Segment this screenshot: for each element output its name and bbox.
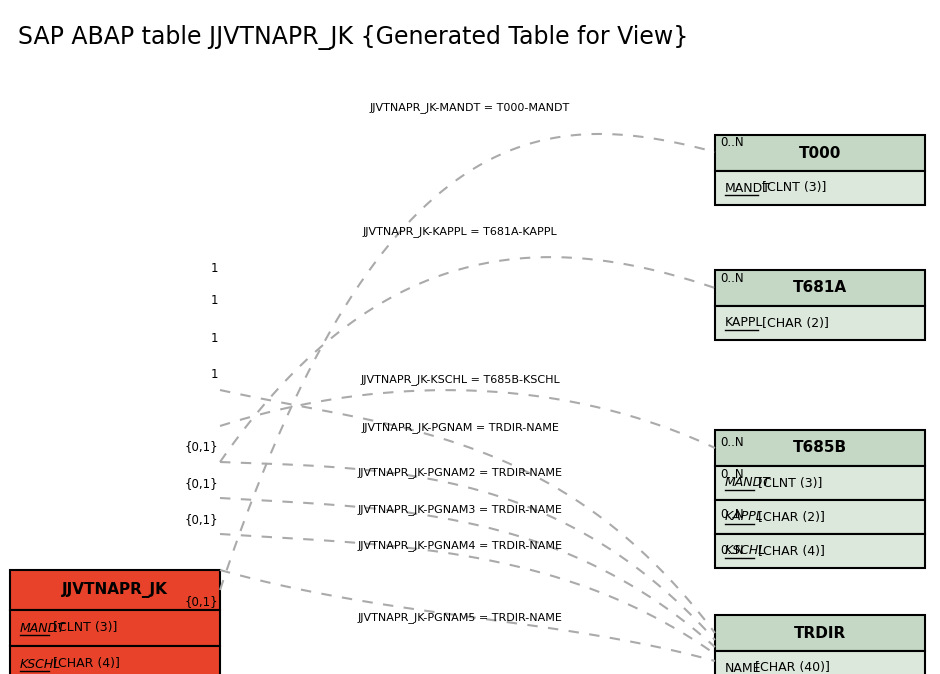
Text: 0..N: 0..N <box>720 545 744 557</box>
Bar <box>715 534 925 568</box>
Text: {0,1}: {0,1} <box>184 514 218 526</box>
Text: [CLNT (3)]: [CLNT (3)] <box>754 477 822 489</box>
Text: JJVTNAPR_JK: JJVTNAPR_JK <box>62 582 168 598</box>
Text: T685B: T685B <box>793 441 847 456</box>
Text: [CLNT (3)]: [CLNT (3)] <box>758 181 826 195</box>
Text: JJVTNAPR_JK-PGNAM = TRDIR-NAME: JJVTNAPR_JK-PGNAM = TRDIR-NAME <box>361 423 559 433</box>
Bar <box>10 610 220 646</box>
Text: JJVTNAPR_JK-MANDT = T000-MANDT: JJVTNAPR_JK-MANDT = T000-MANDT <box>369 102 571 113</box>
Text: [CHAR (2)]: [CHAR (2)] <box>754 510 825 524</box>
Text: JJVTNAPR_JK-PGNAM4 = TRDIR-NAME: JJVTNAPR_JK-PGNAM4 = TRDIR-NAME <box>357 541 562 551</box>
Text: NAME: NAME <box>725 661 761 674</box>
Text: 0..N: 0..N <box>720 435 744 448</box>
Bar <box>715 135 925 171</box>
Text: KAPPL: KAPPL <box>725 317 763 330</box>
Text: KSCHL: KSCHL <box>725 545 766 557</box>
Text: 0..N: 0..N <box>720 135 744 148</box>
Text: [CLNT (3)]: [CLNT (3)] <box>49 621 118 634</box>
Bar <box>715 270 925 306</box>
Bar <box>715 651 925 674</box>
Text: {0,1}: {0,1} <box>184 477 218 491</box>
Text: JJVTNAPR_JK-PGNAM2 = TRDIR-NAME: JJVTNAPR_JK-PGNAM2 = TRDIR-NAME <box>357 468 562 479</box>
Text: JJVTNAPR_JK-PGNAM5 = TRDIR-NAME: JJVTNAPR_JK-PGNAM5 = TRDIR-NAME <box>357 613 562 623</box>
Text: MANDT: MANDT <box>20 621 66 634</box>
Text: KAPPL: KAPPL <box>725 510 763 524</box>
Text: 0..N: 0..N <box>720 468 744 481</box>
Text: 1: 1 <box>211 262 218 274</box>
Text: [CHAR (4)]: [CHAR (4)] <box>49 658 120 671</box>
Text: MANDT: MANDT <box>725 477 771 489</box>
Text: JJVTNAPR_JK-KAPPL = T681A-KAPPL: JJVTNAPR_JK-KAPPL = T681A-KAPPL <box>363 226 557 237</box>
Text: KSCHL: KSCHL <box>20 658 61 671</box>
Text: [CHAR (4)]: [CHAR (4)] <box>754 545 825 557</box>
Text: 0..N: 0..N <box>720 508 744 522</box>
Text: 1: 1 <box>211 332 218 344</box>
Text: [CHAR (40)]: [CHAR (40)] <box>751 661 830 674</box>
Bar <box>715 306 925 340</box>
Bar <box>10 646 220 674</box>
Bar <box>10 570 220 610</box>
Text: T000: T000 <box>799 146 841 160</box>
Text: MANDT: MANDT <box>725 181 771 195</box>
Bar <box>715 171 925 205</box>
Text: TRDIR: TRDIR <box>794 625 846 640</box>
Text: {0,1}: {0,1} <box>184 596 218 609</box>
Text: 1: 1 <box>211 367 218 381</box>
Text: SAP ABAP table JJVTNAPR_JK {Generated Table for View}: SAP ABAP table JJVTNAPR_JK {Generated Ta… <box>18 26 688 51</box>
Text: 1: 1 <box>211 293 218 307</box>
Text: JJVTNAPR_JK-KSCHL = T685B-KSCHL: JJVTNAPR_JK-KSCHL = T685B-KSCHL <box>360 375 560 386</box>
Text: [CHAR (2)]: [CHAR (2)] <box>758 317 828 330</box>
Text: {0,1}: {0,1} <box>184 441 218 454</box>
Bar <box>715 466 925 500</box>
Bar <box>715 615 925 651</box>
Bar <box>715 430 925 466</box>
Text: 0..N: 0..N <box>720 272 744 284</box>
Bar <box>715 500 925 534</box>
Text: JJVTNAPR_JK-PGNAM3 = TRDIR-NAME: JJVTNAPR_JK-PGNAM3 = TRDIR-NAME <box>357 505 562 516</box>
Text: T681A: T681A <box>793 280 847 295</box>
